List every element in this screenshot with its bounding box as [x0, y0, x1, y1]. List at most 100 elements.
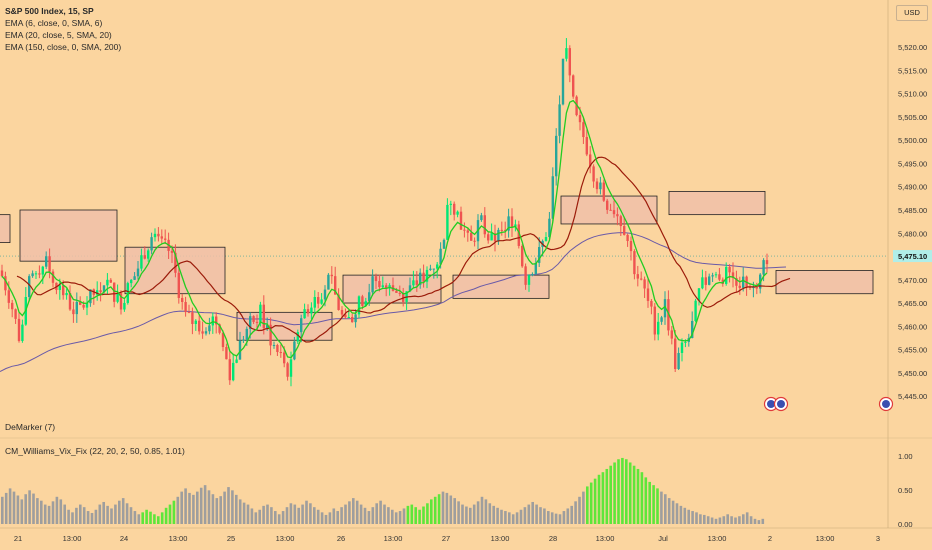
vix-bar: [79, 504, 82, 524]
vix-bar: [8, 488, 12, 524]
candle-body: [361, 296, 364, 306]
vix-bar: [500, 509, 503, 524]
vix-bar: [98, 504, 102, 524]
candle-body: [701, 277, 704, 289]
candle-body: [177, 272, 180, 298]
candle-body: [595, 181, 599, 190]
candle-body: [41, 266, 44, 275]
candle-body: [419, 272, 422, 285]
currency-button[interactable]: USD: [896, 5, 928, 21]
candle-body: [735, 278, 738, 286]
candle-body: [262, 304, 265, 329]
candle-body: [612, 210, 616, 215]
vix-bar: [601, 472, 605, 524]
candle-body: [320, 299, 323, 304]
vix-bar: [488, 503, 492, 524]
vix-bar: [718, 517, 722, 524]
candle-body: [762, 260, 765, 275]
candle-body: [609, 209, 612, 211]
candle-body: [65, 293, 68, 296]
candle-body: [561, 58, 565, 105]
vix-bar: [710, 517, 714, 524]
chart-legend: S&P 500 Index, 15, SP EMA (6, close, 0, …: [5, 5, 121, 53]
candle-body: [677, 352, 680, 370]
zone-box: [19, 209, 118, 262]
candle-body: [306, 309, 310, 314]
candle-body: [109, 279, 112, 283]
ema20-legend: EMA (20, close, 5, SMA, 20): [5, 30, 112, 40]
vix-bar: [289, 503, 293, 524]
vix-bar: [550, 512, 554, 524]
candle-body: [368, 292, 371, 302]
candle-body: [629, 240, 633, 252]
vix-legend: CM_Williams_Vix_Fix (22, 20, 2, 50, 0.85…: [5, 446, 185, 456]
vix-bar: [714, 518, 718, 524]
candle-body: [578, 115, 582, 123]
candle-body: [123, 302, 126, 310]
vix-bar: [527, 504, 531, 524]
candle-body: [62, 285, 65, 296]
vix-bar: [246, 504, 250, 524]
candle-body: [313, 297, 316, 308]
candle-body: [323, 289, 327, 300]
candle-body: [711, 275, 714, 277]
candle-body: [449, 203, 452, 205]
vix-bar: [16, 495, 20, 524]
candle-body: [38, 273, 41, 275]
candle-body: [436, 264, 439, 269]
vix-bar: [121, 498, 125, 524]
vix-bar: [180, 491, 183, 524]
candle-body: [283, 352, 286, 364]
candle-body: [565, 48, 568, 59]
candle-body: [136, 268, 140, 277]
vix-bar: [582, 491, 585, 524]
vix-bar: [51, 501, 55, 524]
candle-body: [147, 250, 150, 259]
candle-body: [765, 260, 769, 265]
vix-bar: [219, 496, 222, 524]
candle-body: [728, 266, 731, 273]
vix-bar: [609, 465, 612, 524]
vix-bar: [757, 520, 761, 524]
vix-tick: 1.00: [898, 452, 913, 461]
vix-bar: [102, 501, 105, 524]
candle-body: [181, 297, 184, 302]
vix-tick: 0.50: [898, 486, 913, 495]
candle-body: [194, 320, 197, 325]
candle-body: [429, 268, 432, 270]
vix-bar: [332, 508, 336, 524]
vix-bar: [410, 504, 414, 524]
candle-body: [228, 359, 231, 381]
vix-bar: [511, 514, 515, 524]
candle-body: [160, 236, 163, 239]
candle-body: [493, 233, 497, 242]
vix-bar: [285, 507, 289, 524]
vix-bar: [164, 507, 168, 524]
vix-bar: [566, 508, 570, 524]
vix-bar: [168, 504, 172, 524]
vix-bar: [457, 501, 460, 524]
vix-bar: [461, 504, 464, 524]
candle-body: [748, 286, 752, 289]
vix-bar: [188, 492, 191, 524]
candle-body: [330, 274, 333, 277]
vix-bar: [480, 496, 484, 524]
vix-bar: [355, 500, 359, 524]
candle-body: [72, 309, 75, 315]
vix-bar: [523, 507, 527, 524]
price-tick: 5,510.00: [898, 90, 927, 99]
vix-bar: [660, 491, 663, 524]
candle-body: [218, 324, 221, 333]
candle-body: [102, 285, 106, 293]
vix-bar: [176, 496, 180, 524]
candle-body: [510, 216, 514, 227]
vix-bar: [336, 511, 339, 524]
price-tick: 5,505.00: [898, 113, 927, 122]
candle-body: [126, 283, 129, 303]
candle-body: [7, 290, 10, 303]
candle-body: [140, 255, 143, 269]
time-label: 13:00: [384, 534, 403, 543]
candle-body: [153, 233, 157, 238]
candle-body: [266, 324, 269, 329]
